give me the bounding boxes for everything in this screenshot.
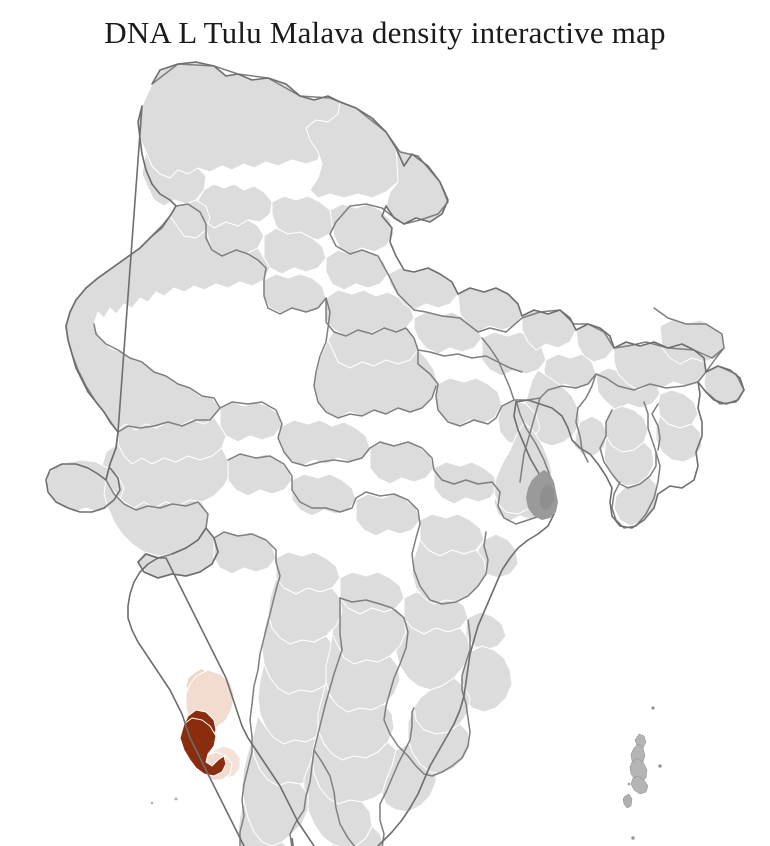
highlighted-districts[interactable] [180, 668, 240, 780]
sundarbans-delta [526, 470, 558, 520]
lakshadweep-islands [150, 797, 178, 805]
region-dakshina-kannada[interactable] [180, 718, 226, 776]
page-title: DNA L Tulu Malava density interactive ma… [104, 15, 666, 50]
india-district-map[interactable] [0, 56, 770, 846]
india-outline [46, 62, 744, 846]
andaman-nicobar-islands [622, 706, 662, 840]
map-container[interactable] [0, 56, 770, 846]
